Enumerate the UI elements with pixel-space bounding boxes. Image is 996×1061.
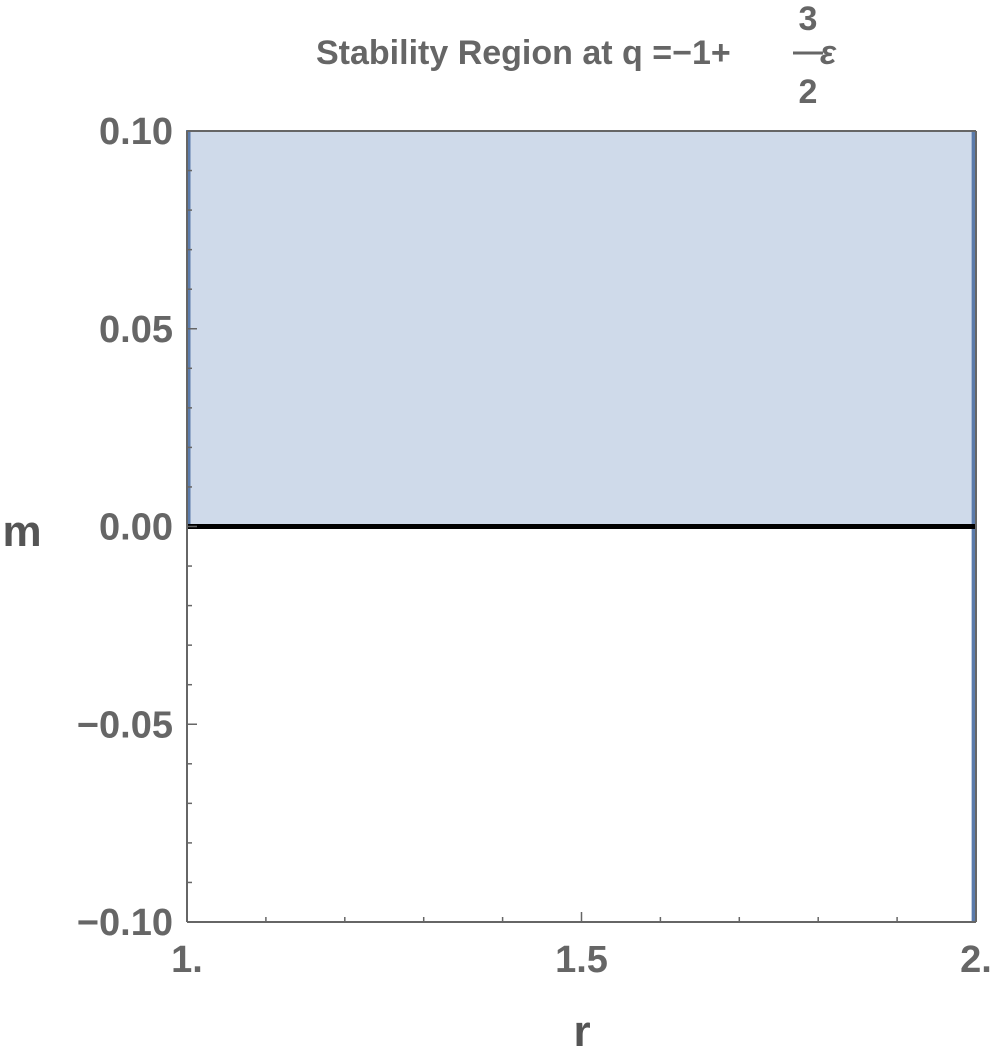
x-tick-label: 1.5 (555, 939, 608, 981)
x-tick-label: 1. (171, 939, 203, 981)
chart-title: Stability Region at q =−1+ 3 2 ε (316, 0, 837, 111)
chart-title-denominator: 2 (799, 73, 818, 111)
x-tick-label: 2. (960, 939, 992, 981)
chart-title-text: Stability Region at q =−1+ (316, 34, 731, 72)
y-tick-labels: 0.10 0.05 0.00 −0.05 −0.10 (77, 111, 173, 944)
x-tick-labels: 1. 1.5 2. (171, 939, 992, 981)
chart-title-epsilon: ε (820, 34, 837, 72)
x-axis-label: r (573, 1007, 590, 1056)
stability-region (186, 130, 975, 528)
y-tick-label: 0.00 (99, 507, 173, 549)
y-tick-label: −0.10 (77, 902, 173, 944)
y-axis-label: m (2, 507, 41, 556)
tick-marks (186, 130, 977, 923)
chart-title-numerator: 3 (799, 0, 818, 38)
plot-area (186, 130, 976, 922)
y-tick-label: 0.10 (99, 111, 173, 153)
y-tick-label: 0.05 (99, 309, 173, 351)
y-tick-label: −0.05 (77, 704, 173, 746)
